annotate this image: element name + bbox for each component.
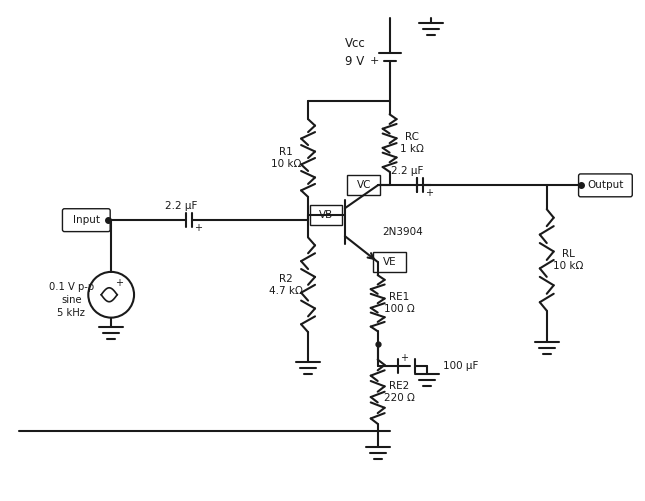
Text: +: + xyxy=(115,278,123,288)
Text: RL
10 kΩ: RL 10 kΩ xyxy=(553,249,584,271)
Text: Input: Input xyxy=(73,215,100,225)
FancyBboxPatch shape xyxy=(63,209,110,231)
FancyBboxPatch shape xyxy=(373,252,406,272)
Text: R2
4.7 kΩ: R2 4.7 kΩ xyxy=(269,274,303,296)
Text: +: + xyxy=(399,353,408,363)
Text: 2.2 μF: 2.2 μF xyxy=(164,201,197,211)
Text: Output: Output xyxy=(587,180,624,190)
Text: 0.1 V p-p
sine
5 kHz: 0.1 V p-p sine 5 kHz xyxy=(49,282,94,318)
Text: 2.2 μF: 2.2 μF xyxy=(392,166,424,176)
Text: VC: VC xyxy=(357,180,371,190)
Text: RE1
100 Ω: RE1 100 Ω xyxy=(384,292,415,315)
Text: 2N3904: 2N3904 xyxy=(382,227,423,237)
FancyBboxPatch shape xyxy=(310,205,342,225)
Text: RE2
220 Ω: RE2 220 Ω xyxy=(384,381,415,403)
Text: Vcc: Vcc xyxy=(344,37,365,50)
FancyBboxPatch shape xyxy=(579,174,632,197)
Text: R1
10 kΩ: R1 10 kΩ xyxy=(271,147,301,169)
Text: +: + xyxy=(370,56,379,66)
Text: +: + xyxy=(426,188,433,198)
Text: +: + xyxy=(194,223,202,233)
Text: VE: VE xyxy=(383,257,397,267)
Text: VB: VB xyxy=(319,210,333,220)
Text: 9 V: 9 V xyxy=(345,55,364,68)
Text: RC
1 kΩ: RC 1 kΩ xyxy=(399,132,423,154)
Text: 100 μF: 100 μF xyxy=(443,361,479,371)
FancyBboxPatch shape xyxy=(348,175,380,195)
